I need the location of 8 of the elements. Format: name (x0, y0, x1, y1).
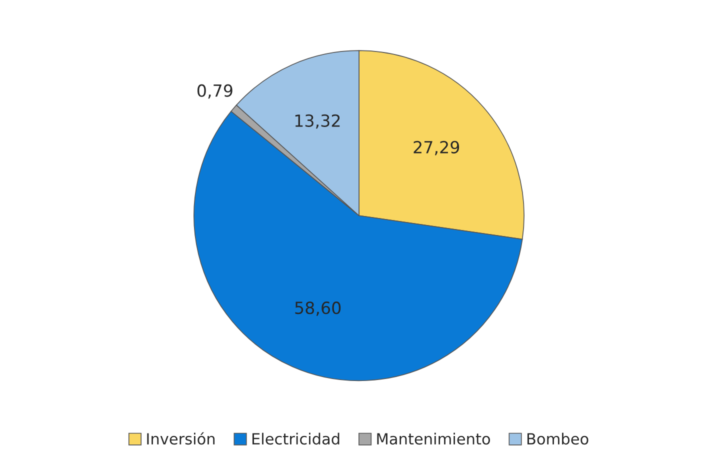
legend-label: Inversión (147, 432, 215, 445)
data-label: 27,29 (414, 140, 460, 156)
legend-label: Mantenimiento (377, 432, 490, 445)
data-label: 0,79 (197, 84, 232, 99)
legend-label: Electricidad (252, 432, 340, 445)
data-label: 58,60 (295, 302, 341, 316)
legend-label: Bombeo (527, 432, 588, 445)
data-label: 13,32 (295, 114, 340, 129)
